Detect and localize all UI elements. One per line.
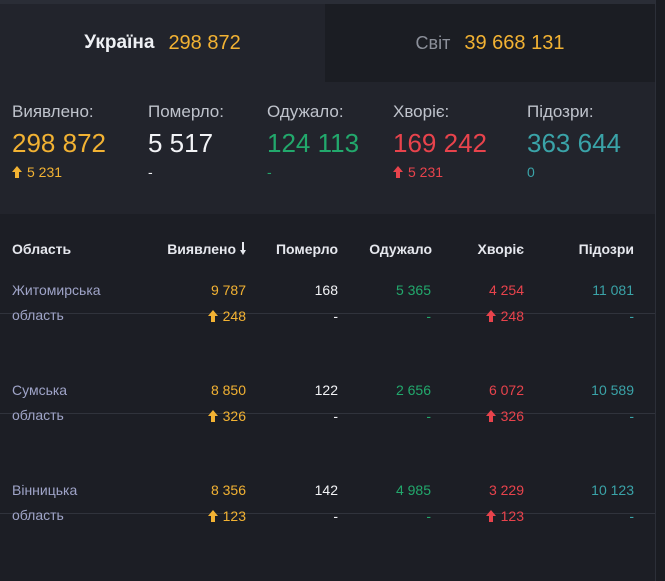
col-recovered[interactable]: Одужало	[369, 241, 432, 257]
col-detected[interactable]: Виявлено	[167, 241, 246, 257]
region-name-line2: область	[12, 507, 64, 523]
detected-delta: 248	[207, 308, 246, 324]
died-delta: -	[333, 408, 338, 424]
stat-suspected-delta: 0	[527, 164, 535, 180]
stat-sick-delta: 5 231	[393, 163, 487, 181]
suspected-value: 10 589	[591, 382, 634, 398]
regions-table: Область Виявлено Померло Одужало Хворіє …	[0, 214, 655, 581]
arrow-up-icon	[207, 510, 218, 522]
tab-ukraine[interactable]: Україна 298 872	[0, 4, 325, 82]
stat-sick-label: Хворіє:	[393, 102, 450, 121]
died-delta: -	[333, 508, 338, 524]
scope-tabs: Україна 298 872 Світ 39 668 131	[0, 4, 655, 82]
stat-suspected-label: Підозри:	[527, 102, 594, 121]
sick-value: 3 229	[488, 482, 524, 498]
detected-value: 9 787	[210, 282, 246, 298]
recovered-delta: -	[426, 308, 431, 324]
sick-value: 4 254	[488, 282, 524, 298]
stat-sick: Хворіє: 169 242 5 231	[393, 102, 487, 181]
stat-suspected: Підозри: 363 644 0	[527, 102, 621, 181]
stat-detected-delta: 5 231	[12, 163, 106, 181]
detected-value: 8 850	[210, 382, 246, 398]
stat-sick-value: 169 242	[393, 128, 487, 158]
recovered-delta: -	[426, 408, 431, 424]
died-value: 142	[314, 482, 338, 498]
suspected-delta: -	[629, 508, 634, 524]
tab-world-label: Світ	[415, 32, 451, 53]
suspected-delta: -	[629, 308, 634, 324]
sick-delta: 248	[485, 308, 524, 324]
arrow-up-icon	[485, 310, 496, 322]
stat-detected-delta-value: 5 231	[27, 164, 63, 180]
stat-died-value: 5 517	[148, 128, 214, 158]
sick-value: 6 072	[488, 382, 524, 398]
region-name: Сумська область	[12, 378, 67, 428]
stat-died: Померло: 5 517 -	[148, 102, 224, 181]
stat-detected-value: 298 872	[12, 128, 106, 158]
stat-detected-label: Виявлено:	[12, 102, 94, 121]
sick-delta: 123	[485, 508, 524, 524]
detected-value: 8 356	[210, 482, 246, 498]
region-name-line2: область	[12, 407, 64, 423]
summary-stats: Виявлено: 298 872 5 231 Померло: 5 517 -…	[0, 82, 655, 214]
tab-world[interactable]: Світ 39 668 131	[325, 4, 655, 82]
sick-delta-value: 248	[500, 308, 524, 324]
table-row[interactable]: Сумська область 8 850 326 122 - 2 656 - …	[0, 314, 655, 424]
tab-ukraine-label: Україна	[84, 32, 155, 53]
col-region[interactable]: Область	[12, 241, 72, 257]
stat-recovered: Одужало: 124 113 -	[267, 102, 359, 181]
col-died[interactable]: Померло	[275, 241, 338, 257]
detected-delta-value: 123	[222, 508, 246, 524]
region-name-line2: область	[12, 307, 64, 323]
sick-delta: 326	[485, 408, 524, 424]
table-row[interactable]: Вінницька область 8 356 123 142 - 4 985 …	[0, 414, 655, 524]
stat-detected: Виявлено: 298 872 5 231	[12, 102, 106, 181]
arrow-up-icon	[207, 310, 218, 322]
suspected-value: 10 123	[591, 482, 634, 498]
arrow-up-icon	[12, 166, 22, 178]
recovered-value: 4 985	[395, 482, 431, 498]
detected-delta: 326	[207, 408, 246, 424]
stat-recovered-label: Одужало:	[267, 102, 344, 121]
stat-recovered-value: 124 113	[267, 128, 360, 158]
region-name-line1: Житомирська	[12, 282, 101, 298]
stat-died-delta: -	[148, 164, 153, 180]
recovered-delta: -	[426, 508, 431, 524]
col-suspected[interactable]: Підозри	[578, 241, 634, 257]
scrollbar-track[interactable]	[655, 0, 665, 581]
died-delta: -	[333, 308, 338, 324]
detected-delta-value: 248	[222, 308, 246, 324]
tab-world-value: 39 668 131	[464, 31, 565, 54]
top-border	[0, 0, 655, 4]
recovered-value: 5 365	[395, 282, 431, 298]
table-row[interactable]: Житомирська область 9 787 248 168 - 5 36…	[0, 214, 655, 324]
col-sick[interactable]: Хворіє	[477, 241, 524, 257]
stat-recovered-delta: -	[267, 164, 272, 180]
stat-sick-delta-value: 5 231	[408, 164, 444, 180]
region-name: Вінницька область	[12, 478, 77, 528]
died-value: 122	[314, 382, 338, 398]
region-name: Житомирська область	[12, 278, 101, 328]
col-detected-label: Виявлено	[167, 241, 236, 257]
detected-delta: 123	[207, 508, 246, 524]
region-name-line1: Вінницька	[12, 482, 78, 498]
sick-delta-value: 123	[500, 508, 524, 524]
table-header: Область Виявлено Померло Одужало Хворіє …	[0, 214, 655, 272]
recovered-value: 2 656	[395, 382, 431, 398]
arrow-up-icon	[393, 166, 403, 178]
sick-delta-value: 326	[500, 408, 524, 424]
arrow-up-icon	[207, 410, 218, 422]
stat-died-label: Померло:	[148, 102, 224, 121]
detected-delta-value: 326	[222, 408, 246, 424]
region-name-line1: Сумська	[12, 382, 68, 398]
died-value: 168	[314, 282, 338, 298]
tab-ukraine-value: 298 872	[168, 31, 241, 54]
arrow-up-icon	[485, 510, 496, 522]
suspected-delta: -	[629, 408, 634, 424]
suspected-value: 11 081	[592, 282, 634, 298]
sort-down-icon	[240, 242, 246, 256]
arrow-up-icon	[485, 410, 496, 422]
stat-suspected-value: 363 644	[527, 128, 621, 158]
